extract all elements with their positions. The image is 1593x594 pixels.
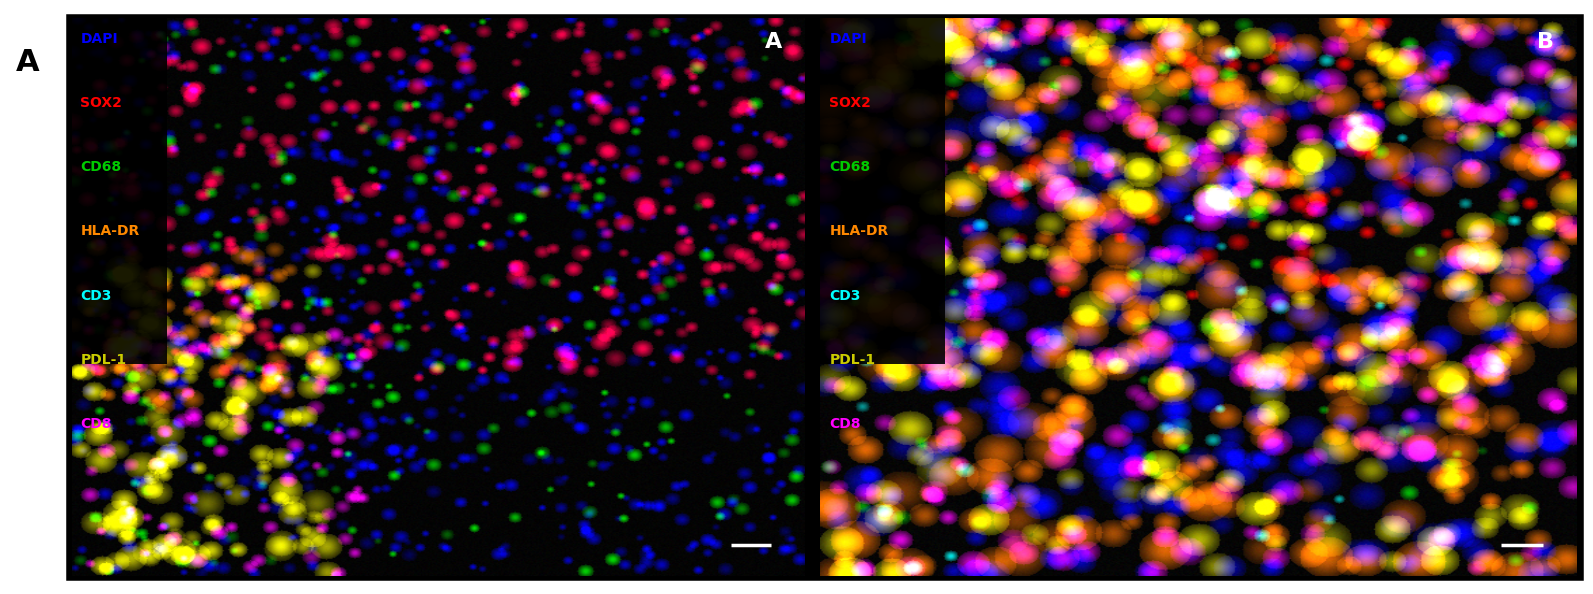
Text: CD68: CD68 <box>81 160 121 174</box>
Text: B: B <box>1537 32 1555 52</box>
Text: HLA-DR: HLA-DR <box>830 225 889 238</box>
FancyBboxPatch shape <box>72 18 167 364</box>
Text: PDL-1: PDL-1 <box>81 353 126 367</box>
Text: SOX2: SOX2 <box>81 96 123 110</box>
Text: CD68: CD68 <box>830 160 871 174</box>
Text: HLA-DR: HLA-DR <box>81 225 140 238</box>
Text: SOX2: SOX2 <box>830 96 871 110</box>
Text: A: A <box>765 32 782 52</box>
Text: DAPI: DAPI <box>81 32 118 46</box>
Text: CD3: CD3 <box>830 289 860 302</box>
Text: CD8: CD8 <box>81 417 112 431</box>
Text: A: A <box>16 48 40 77</box>
Text: PDL-1: PDL-1 <box>830 353 876 367</box>
Text: CD8: CD8 <box>830 417 860 431</box>
FancyBboxPatch shape <box>820 18 945 364</box>
Text: CD3: CD3 <box>81 289 112 302</box>
Text: DAPI: DAPI <box>830 32 867 46</box>
